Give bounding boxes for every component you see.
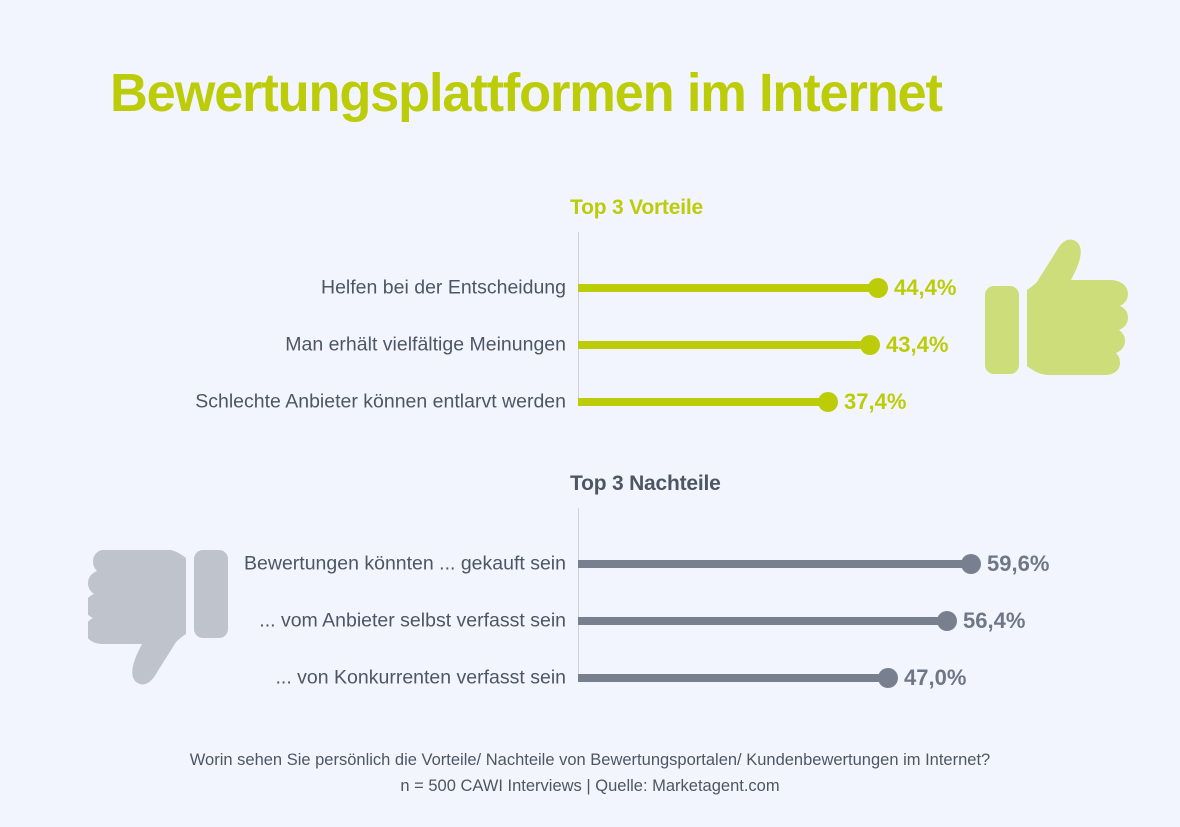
bar-value-label: 56,4% <box>963 608 1026 633</box>
bar-stem <box>578 398 828 406</box>
bar-stem <box>578 560 971 568</box>
bar-advantages-1: 44,4% <box>578 275 956 300</box>
row-label: Bewertungen könnten ... gekauft sein <box>244 552 566 575</box>
axis-line <box>578 232 579 404</box>
axis-line <box>578 508 579 680</box>
chart-advantages: Top 3 Vorteile Helfen bei der Entscheidu… <box>0 196 1180 414</box>
bar-stem <box>578 674 888 682</box>
bar-endpoint-dot <box>961 554 981 574</box>
bar-value-label: 47,0% <box>904 665 967 690</box>
footnote-source: n = 500 CAWI Interviews | Quelle: Market… <box>400 776 780 795</box>
footnote: Worin sehen Sie persönlich die Vorteile/… <box>0 748 1180 799</box>
footnote-question: Worin sehen Sie persönlich die Vorteile/… <box>189 751 991 769</box>
row-label: Schlechte Anbieter können entlarvt werde… <box>195 390 566 413</box>
bar-endpoint-dot <box>860 335 880 355</box>
bar-value-label: 37,4% <box>844 389 907 414</box>
chart-row: ... von Konkurrenten verfasst sein 47,0% <box>0 660 1180 696</box>
section-title-disadvantages: Top 3 Nachteile <box>570 472 721 495</box>
bar-stem <box>578 341 870 349</box>
section-title-advantages: Top 3 Vorteile <box>570 196 703 219</box>
plot-area-advantages: Helfen bei der Entscheidung 44,4% Man er… <box>0 230 1180 414</box>
chart-row: Man erhält vielfältige Meinungen 43,4% <box>0 327 1180 363</box>
chart-row: ... vom Anbieter selbst verfasst sein 56… <box>0 603 1180 639</box>
bar-value-label: 59,6% <box>987 551 1050 576</box>
row-label: ... von Konkurrenten verfasst sein <box>275 666 566 689</box>
bar-disadvantages-1: 59,6% <box>578 551 1049 576</box>
bar-disadvantages-2: 56,4% <box>578 608 1025 633</box>
bar-advantages-3: 37,4% <box>578 389 906 414</box>
bar-stem <box>578 617 947 625</box>
bar-stem <box>578 284 878 292</box>
row-label: ... vom Anbieter selbst verfasst sein <box>259 609 566 632</box>
chart-row: Helfen bei der Entscheidung 44,4% <box>0 270 1180 306</box>
page-title: Bewertungsplattformen im Internet <box>110 63 943 123</box>
bar-value-label: 43,4% <box>886 332 949 357</box>
bar-disadvantages-3: 47,0% <box>578 665 966 690</box>
plot-area-disadvantages: Bewertungen könnten ... gekauft sein 59,… <box>0 506 1180 690</box>
bar-value-label: 44,4% <box>894 275 957 300</box>
bar-endpoint-dot <box>818 392 838 412</box>
bar-endpoint-dot <box>878 668 898 688</box>
bar-advantages-2: 43,4% <box>578 332 948 357</box>
chart-row: Schlechte Anbieter können entlarvt werde… <box>0 384 1180 420</box>
chart-disadvantages: Top 3 Nachteile Bewertungen könnten ... … <box>0 472 1180 690</box>
bar-endpoint-dot <box>937 611 957 631</box>
chart-row: Bewertungen könnten ... gekauft sein 59,… <box>0 546 1180 582</box>
row-label: Helfen bei der Entscheidung <box>321 276 566 299</box>
bar-endpoint-dot <box>868 278 888 298</box>
row-label: Man erhält vielfältige Meinungen <box>285 333 566 356</box>
